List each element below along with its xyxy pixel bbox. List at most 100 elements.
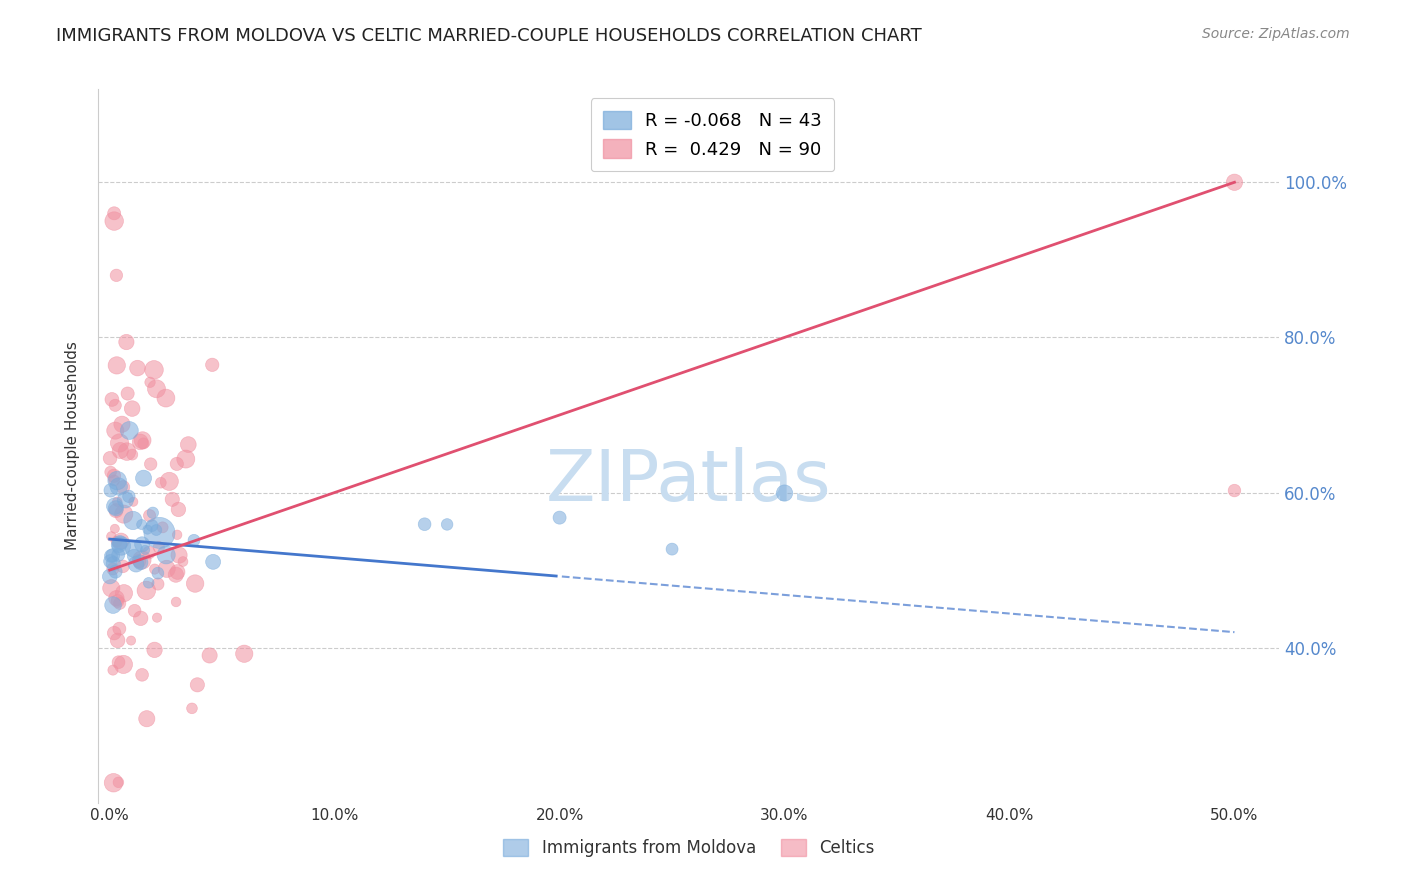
- Point: [148, 540, 170, 554]
- Point: [122, 541, 145, 556]
- Point: [162, 492, 184, 507]
- Point: [108, 538, 131, 552]
- Point: [1223, 483, 1246, 498]
- Point: [136, 523, 159, 537]
- Point: [138, 575, 160, 590]
- Point: [174, 452, 197, 467]
- Point: [108, 622, 131, 636]
- Point: [202, 555, 225, 569]
- Point: [115, 334, 138, 349]
- Point: [156, 562, 179, 576]
- Point: [198, 648, 221, 663]
- Point: [110, 443, 132, 458]
- Point: [124, 604, 146, 618]
- Point: [104, 522, 127, 536]
- Point: [186, 678, 208, 692]
- Point: [108, 436, 131, 450]
- Point: [143, 363, 166, 377]
- Point: [105, 591, 128, 606]
- Point: [104, 501, 127, 516]
- Point: [108, 596, 131, 610]
- Point: [183, 533, 205, 548]
- Point: [152, 520, 174, 534]
- Point: [142, 506, 165, 520]
- Point: [117, 386, 139, 401]
- Point: [181, 701, 204, 715]
- Point: [103, 214, 125, 228]
- Point: [155, 548, 177, 562]
- Point: [112, 480, 135, 494]
- Point: [114, 492, 136, 507]
- Point: [122, 549, 145, 563]
- Point: [157, 475, 180, 489]
- Point: [100, 549, 122, 563]
- Point: [103, 626, 125, 640]
- Point: [143, 562, 166, 576]
- Point: [103, 557, 125, 571]
- Point: [131, 668, 153, 682]
- Point: [100, 483, 122, 498]
- Y-axis label: Married-couple Households: Married-couple Households: [65, 342, 80, 550]
- Point: [105, 359, 128, 373]
- Point: [105, 268, 128, 283]
- Point: [118, 489, 141, 503]
- Point: [132, 436, 155, 450]
- Point: [107, 633, 129, 648]
- Point: [112, 586, 135, 600]
- Point: [172, 555, 194, 569]
- Point: [548, 510, 571, 524]
- Point: [1223, 175, 1246, 189]
- Point: [101, 562, 124, 576]
- Point: [165, 567, 187, 582]
- Point: [101, 392, 124, 407]
- Point: [121, 401, 143, 416]
- Point: [101, 663, 124, 677]
- Point: [104, 503, 127, 517]
- Point: [128, 554, 150, 568]
- Point: [132, 471, 155, 485]
- Point: [125, 558, 148, 572]
- Point: [110, 539, 132, 553]
- Point: [135, 583, 157, 598]
- Point: [105, 494, 128, 508]
- Point: [107, 775, 129, 789]
- Point: [143, 643, 166, 657]
- Point: [129, 434, 152, 449]
- Point: [103, 474, 125, 488]
- Point: [110, 534, 132, 549]
- Point: [104, 398, 127, 412]
- Point: [146, 577, 169, 591]
- Point: [127, 361, 149, 376]
- Point: [107, 479, 129, 493]
- Point: [107, 594, 129, 608]
- Point: [118, 424, 141, 438]
- Point: [166, 457, 188, 471]
- Point: [145, 523, 167, 537]
- Point: [139, 457, 162, 471]
- Text: ZIPatlas: ZIPatlas: [546, 447, 832, 516]
- Point: [131, 517, 153, 532]
- Point: [131, 537, 153, 551]
- Point: [131, 434, 153, 448]
- Point: [413, 517, 436, 532]
- Point: [145, 382, 167, 396]
- Point: [100, 529, 122, 543]
- Point: [134, 542, 156, 557]
- Point: [177, 437, 200, 451]
- Point: [98, 451, 121, 466]
- Point: [120, 633, 142, 648]
- Point: [112, 657, 135, 672]
- Point: [166, 565, 188, 579]
- Point: [115, 444, 138, 458]
- Point: [111, 417, 134, 432]
- Point: [233, 647, 256, 661]
- Point: [167, 502, 190, 516]
- Point: [100, 581, 122, 595]
- Point: [121, 448, 143, 462]
- Point: [129, 556, 152, 570]
- Point: [148, 525, 170, 540]
- Point: [184, 576, 207, 591]
- Point: [167, 548, 190, 562]
- Point: [105, 534, 128, 549]
- Point: [436, 517, 458, 532]
